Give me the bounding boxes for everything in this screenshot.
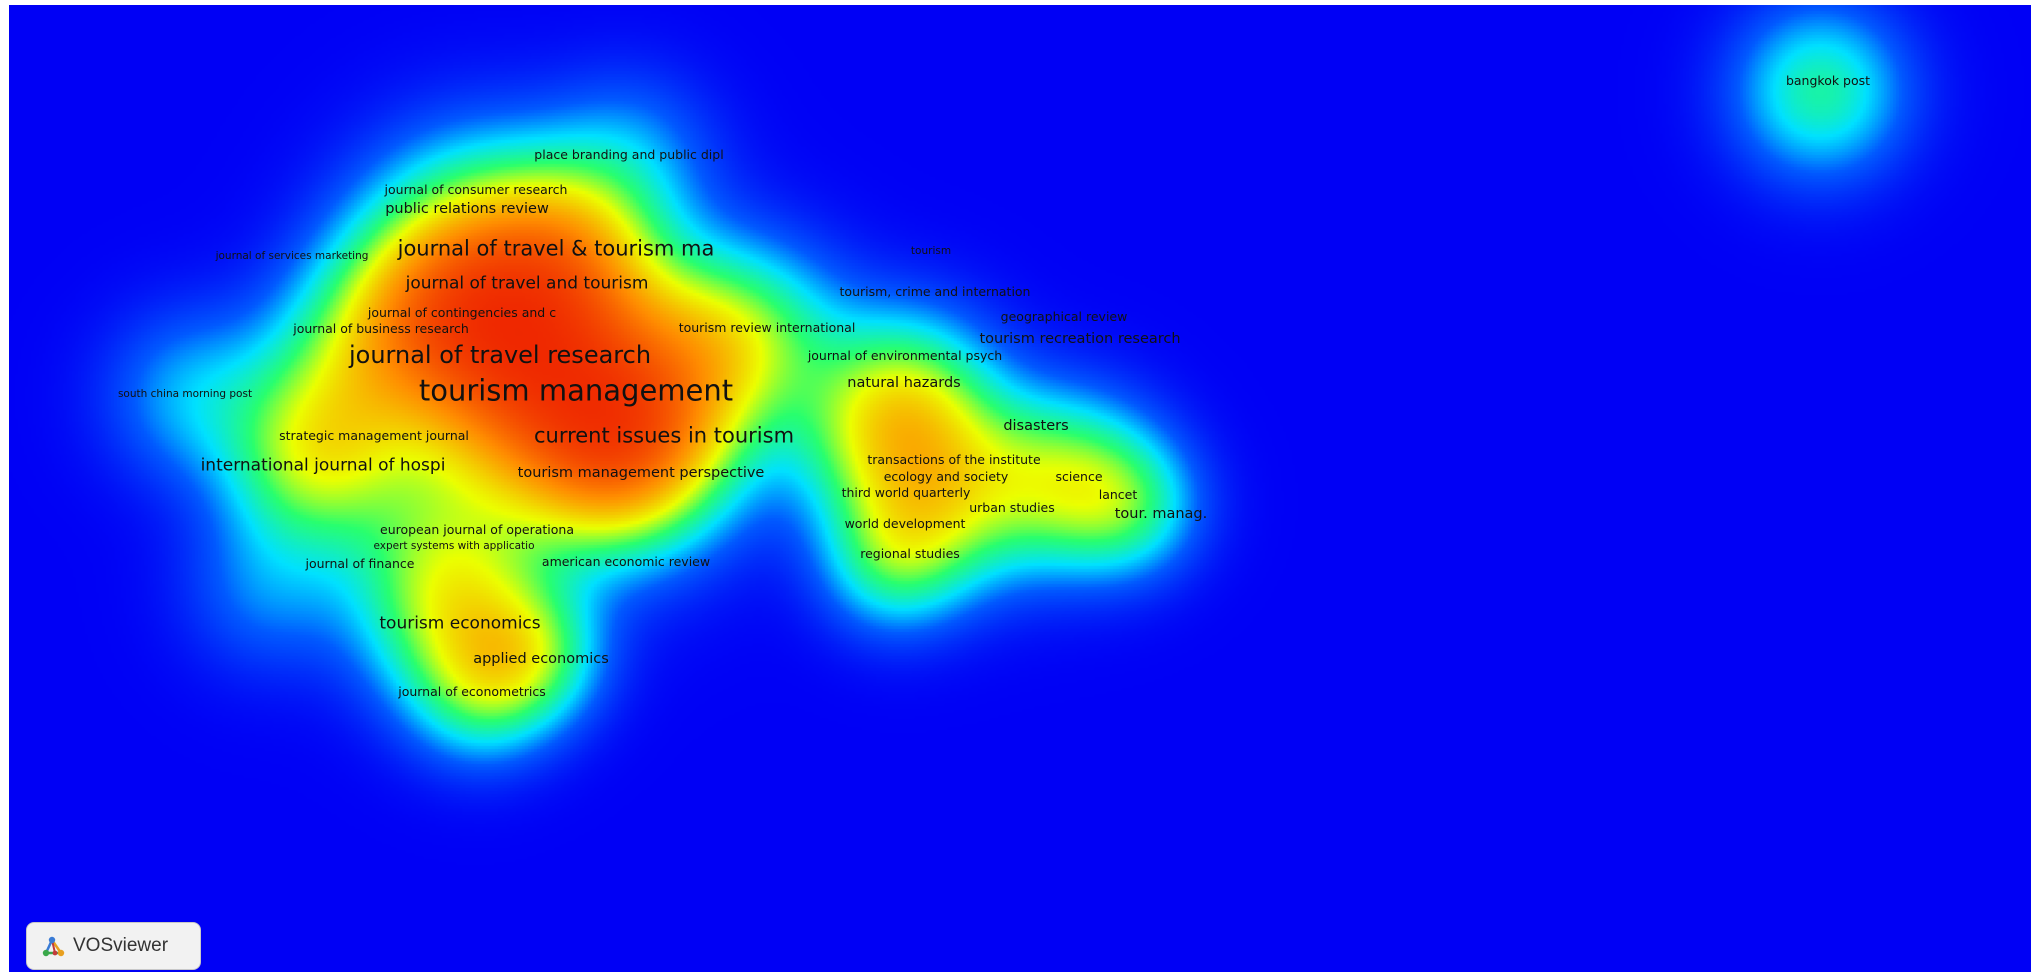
map-item-label[interactable]: strategic management journal — [279, 427, 469, 443]
map-item-label[interactable]: journal of consumer research — [384, 181, 568, 197]
map-item-label[interactable]: bangkok post — [1785, 72, 1871, 88]
map-item-label[interactable]: tourism economics — [379, 613, 541, 634]
brand-label: VOSviewer — [73, 935, 169, 956]
map-item-label[interactable]: journal of travel & tourism ma — [397, 236, 715, 261]
vosviewer-logo-icon — [42, 936, 65, 957]
map-item-label[interactable]: journal of services marketing — [215, 249, 369, 262]
map-item-label[interactable]: international journal of hospi — [200, 455, 446, 476]
map-item-label[interactable]: tourism review international — [678, 319, 856, 335]
map-item-label[interactable]: tourism management perspective — [517, 464, 765, 481]
map-item-label[interactable]: natural hazards — [847, 374, 961, 391]
map-item-label[interactable]: journal of econometrics — [398, 683, 546, 699]
map-item-label[interactable]: journal of environmental psych — [807, 347, 1003, 363]
map-item-label[interactable]: tourism management — [418, 373, 734, 408]
map-item-label[interactable]: place branding and public dipl — [534, 146, 724, 162]
map-item-label[interactable]: tour. manag. — [1114, 505, 1208, 522]
map-item-label[interactable]: south china morning post — [117, 387, 253, 400]
map-item-label[interactable]: american economic review — [541, 553, 711, 569]
map-item-label[interactable]: european journal of operationa — [380, 521, 574, 537]
map-item-label[interactable]: urban studies — [969, 499, 1055, 515]
map-item-label[interactable]: regional studies — [860, 545, 960, 561]
map-labels: tourism management journal of travel rese… — [9, 5, 2031, 972]
map-item-label[interactable]: tourism — [910, 244, 952, 257]
map-item-label[interactable]: expert systems with applicatio — [373, 539, 535, 552]
map-item-label[interactable]: third world quarterly — [841, 484, 971, 500]
map-item-label[interactable]: public relations review — [385, 200, 549, 217]
map-item-label[interactable]: applied economics — [473, 650, 609, 667]
map-item-label[interactable]: journal of finance — [305, 555, 415, 571]
map-item-label[interactable]: journal of travel and tourism — [405, 273, 649, 294]
map-item-label[interactable]: journal of contingencies and c — [367, 304, 557, 320]
vosviewer-brand-button[interactable]: VOSviewer — [26, 922, 201, 970]
map-item-label[interactable]: transactions of the institute — [867, 451, 1041, 467]
map-item-label[interactable]: tourism recreation research — [979, 330, 1181, 347]
map-item-label[interactable]: tourism, crime and internation — [839, 283, 1031, 299]
map-item-label[interactable]: geographical review — [1000, 308, 1128, 324]
map-item-label[interactable]: lancet — [1098, 486, 1138, 502]
map-item-label[interactable]: science — [1055, 468, 1103, 484]
map-item-label[interactable]: journal of business research — [293, 320, 469, 336]
map-item-label[interactable]: world development — [844, 515, 966, 531]
map-item-label[interactable]: ecology and society — [883, 468, 1009, 484]
map-item-label[interactable]: disasters — [1003, 417, 1069, 434]
density-map[interactable]: tourism management journal of travel rese… — [9, 5, 2031, 972]
density-heatmap — [9, 5, 2031, 972]
map-item-label[interactable]: journal of travel research — [348, 341, 652, 369]
map-item-label[interactable]: current issues in tourism — [533, 423, 795, 448]
